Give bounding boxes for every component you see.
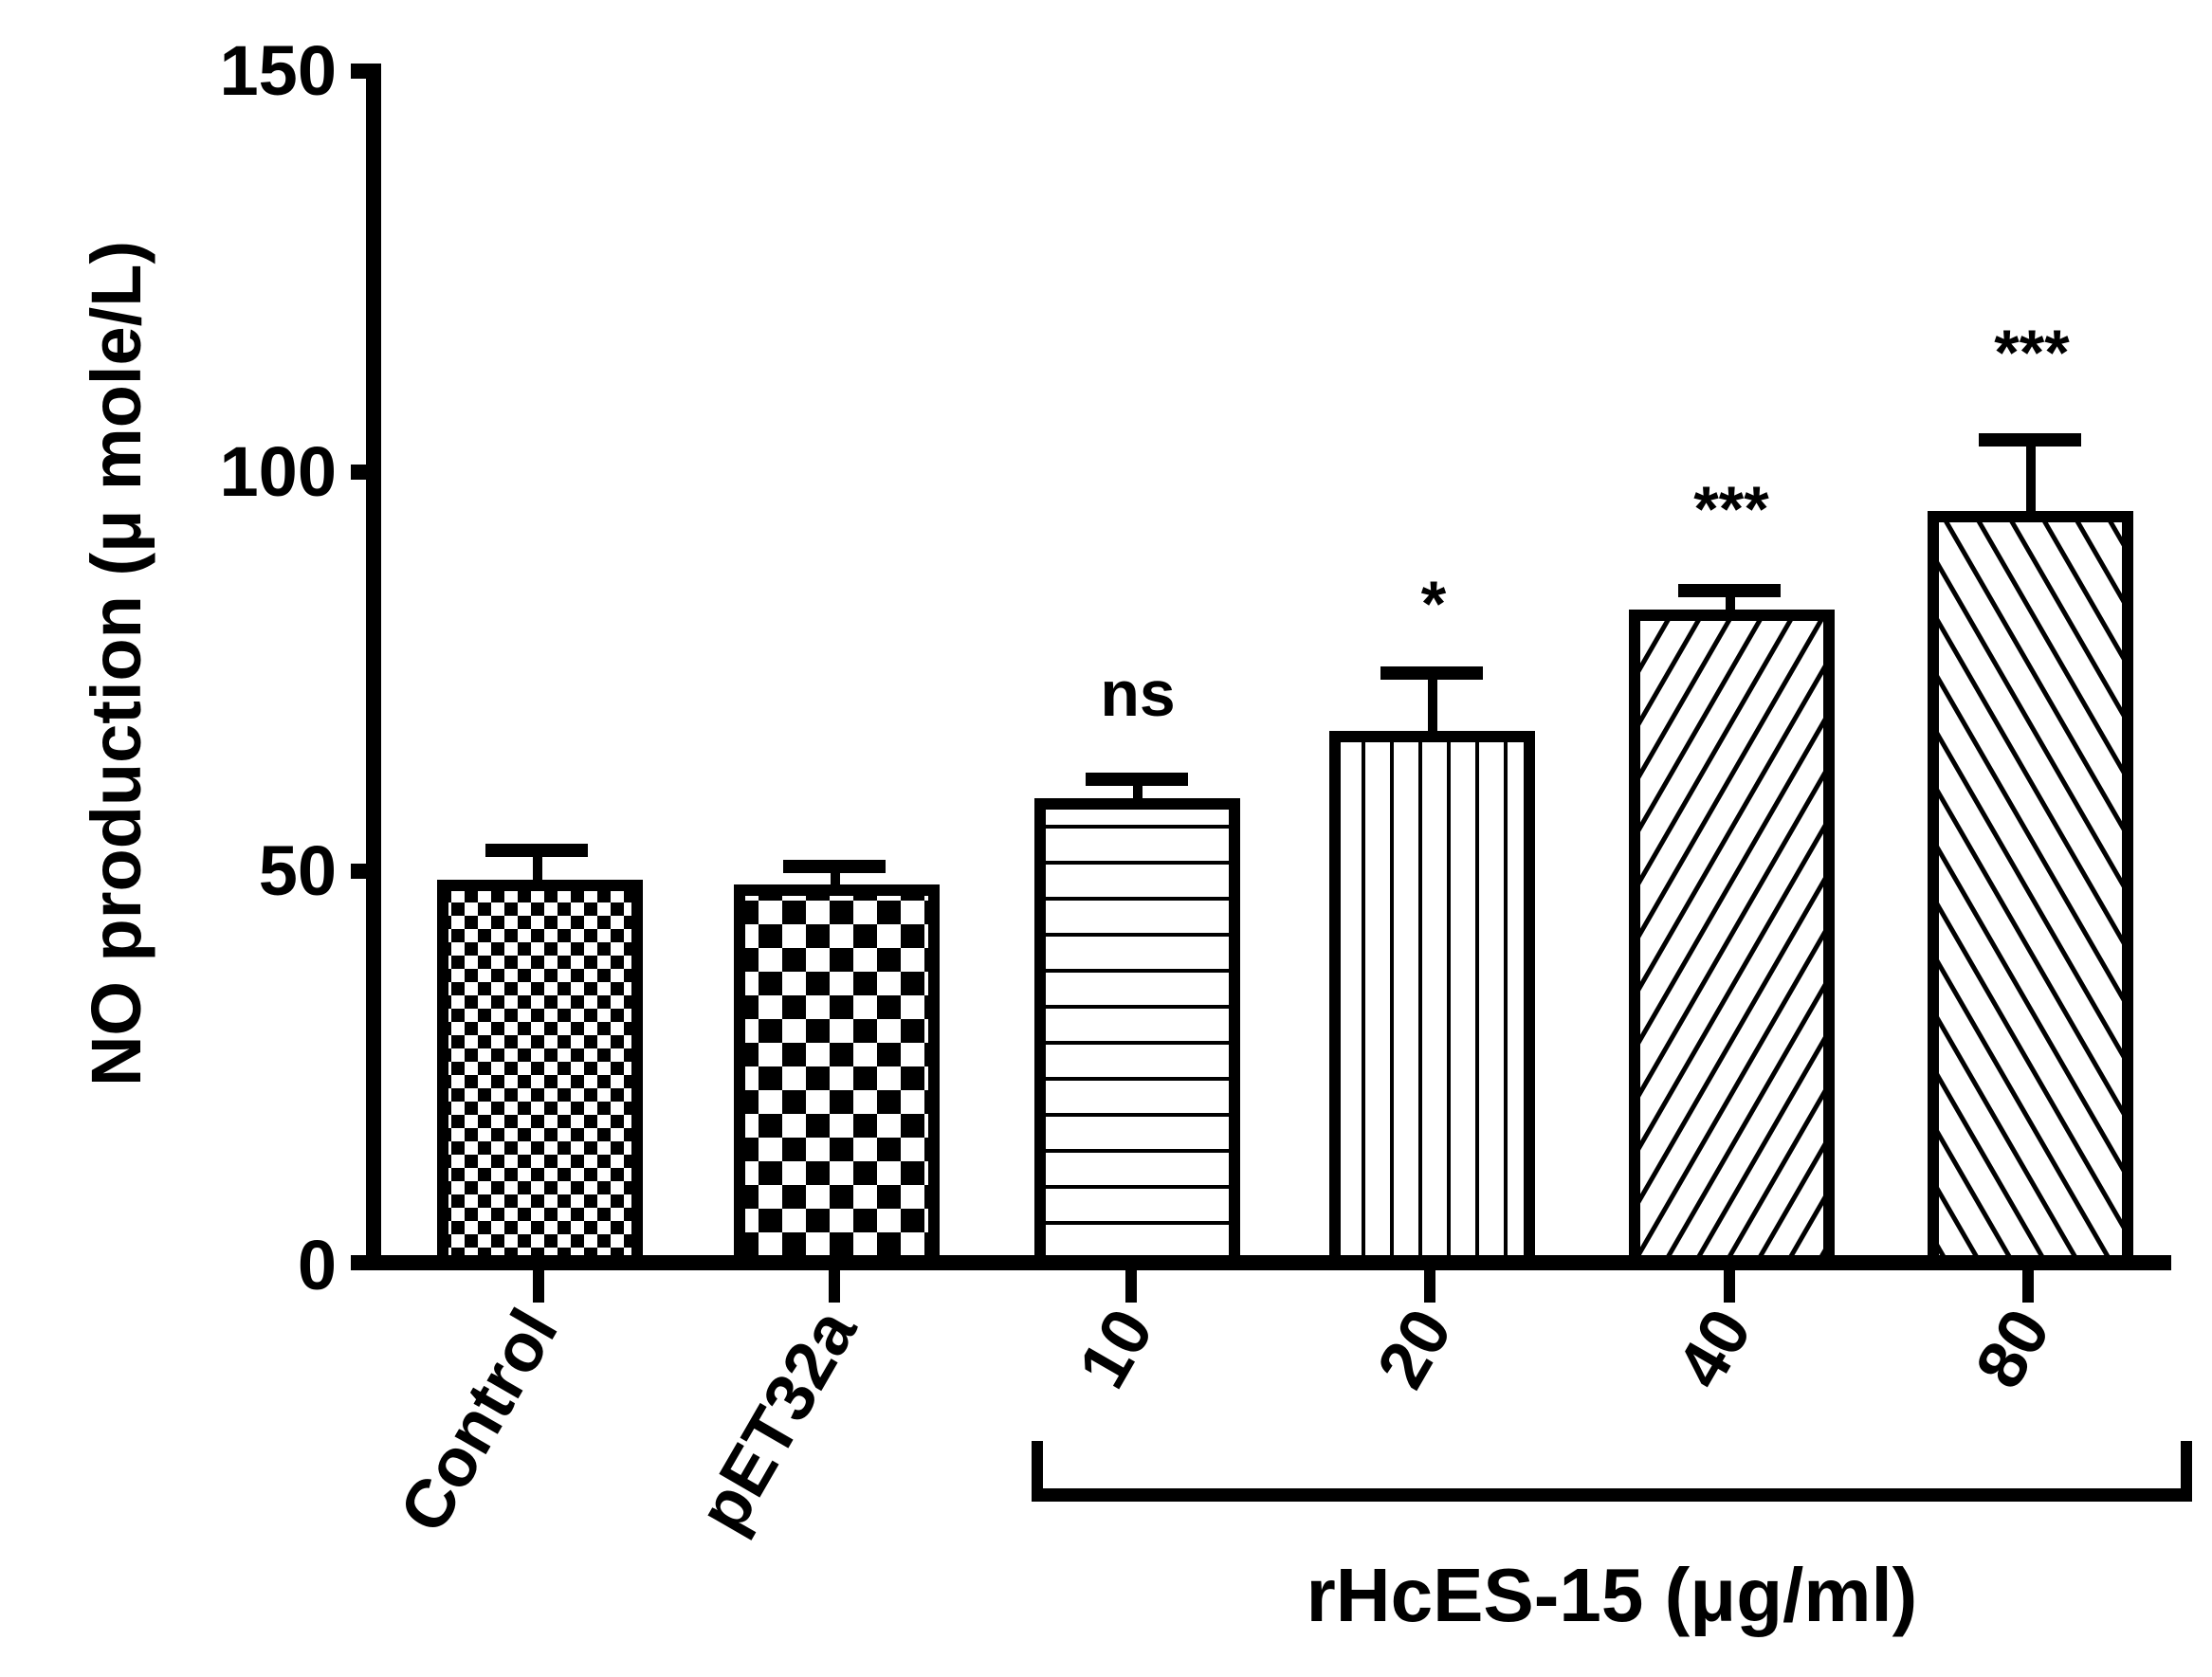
y-tick-label-0: 0 — [298, 1226, 337, 1304]
x-tick — [829, 1270, 840, 1303]
x-tick — [1125, 1270, 1137, 1303]
y-tick-100 — [351, 465, 374, 480]
bar-40 — [1629, 584, 1835, 1267]
group-label: rHcES-15 (μg/ml) — [1307, 1553, 1918, 1637]
y-tick-50 — [351, 864, 374, 879]
y-tick-150 — [351, 64, 374, 79]
x-tick — [1724, 1270, 1735, 1303]
bar-80 — [1928, 433, 2133, 1267]
bar-20 — [1329, 666, 1535, 1267]
x-label-10: 10 — [1065, 1297, 1168, 1400]
x-tick — [1424, 1270, 1435, 1303]
x-tick — [533, 1270, 544, 1303]
bar-10 — [1034, 773, 1240, 1267]
bar-control — [437, 844, 643, 1267]
bar-pet32a — [734, 860, 940, 1267]
y-tick-label-50: 50 — [259, 831, 337, 910]
y-tick-label-150: 150 — [220, 31, 337, 110]
annotation-3star-40: *** — [1693, 473, 1769, 545]
y-axis-line — [366, 64, 381, 1270]
x-label-control: Control — [386, 1297, 573, 1545]
annotation-ns: ns — [1100, 658, 1175, 730]
annotation-star: * — [1421, 568, 1447, 640]
x-label-pet32a: pET32a — [685, 1296, 872, 1545]
x-label-20: 20 — [1363, 1297, 1467, 1400]
x-label-40: 40 — [1663, 1297, 1766, 1400]
y-tick-label-100: 100 — [220, 432, 337, 511]
y-axis-label: NO production (μ mole/L) — [77, 241, 155, 1086]
annotation-3star-80: *** — [1994, 317, 2070, 389]
x-tick — [2022, 1270, 2034, 1303]
x-label-80: 80 — [1962, 1297, 2065, 1400]
group-bracket — [1032, 1441, 2192, 1502]
